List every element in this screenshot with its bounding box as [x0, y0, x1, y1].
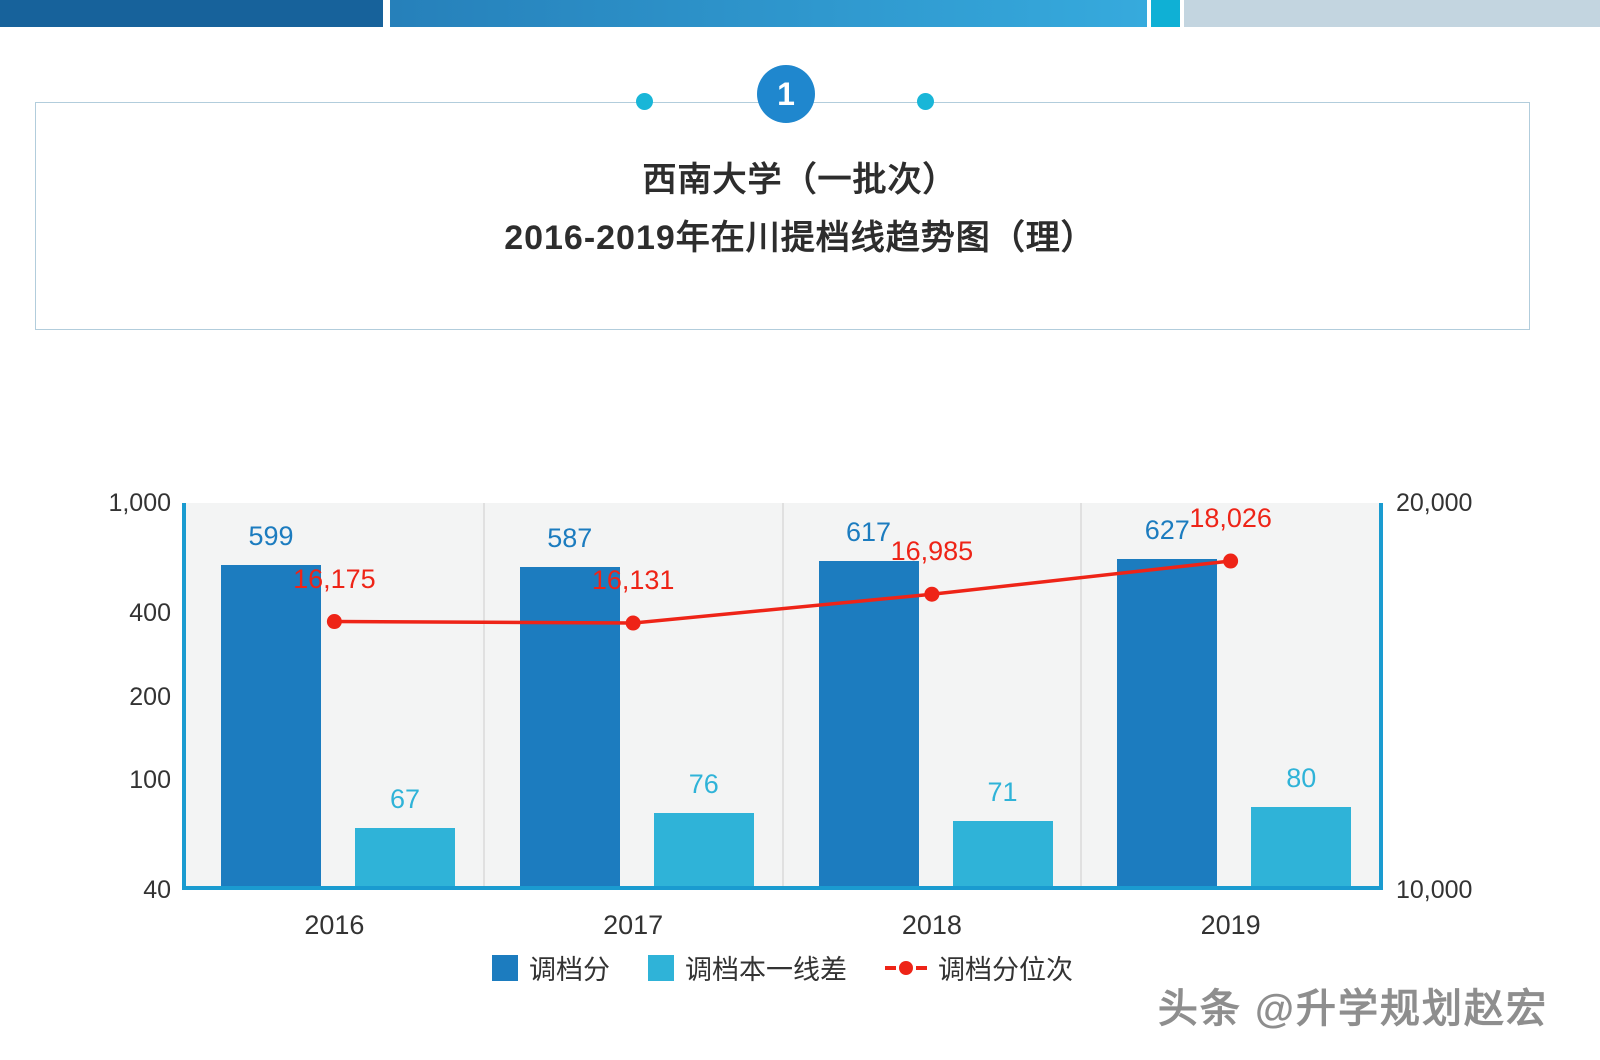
top-banner: [0, 0, 1600, 27]
chart-legend: 调档分 调档本一线差 调档分位次: [185, 948, 1380, 987]
legend-line-dot: [899, 960, 913, 975]
banner-segment-gray: [1184, 0, 1600, 27]
left-axis-tick-label: 1,000: [108, 489, 171, 517]
legend-item: 调档本一线差: [648, 948, 847, 987]
x-axis-label: 2016: [304, 910, 365, 940]
bar-value-label: 71: [987, 777, 1018, 807]
banner-segment-dark-blue: [0, 0, 383, 27]
bar-series-2: [1251, 806, 1352, 887]
left-axis-line: [182, 503, 186, 890]
legend-item: 调档分: [492, 948, 610, 987]
left-axis-tick-label: 100: [129, 765, 171, 794]
left-axis-tick-label: 200: [129, 682, 171, 711]
legend-line-dash: [916, 965, 927, 970]
bar-value-label: 67: [389, 783, 421, 814]
right-axis-line: [1379, 503, 1383, 890]
legend-line-dash: [885, 965, 896, 970]
bar-series-1: [221, 564, 321, 887]
legend-swatch-line-dot: [885, 960, 927, 975]
grid-line: [482, 503, 485, 890]
chart-title-line2: 2016-2019年在川提档线趋势图（理）: [504, 219, 1096, 257]
bar-series-2: [653, 812, 754, 887]
legend-item: 调档分位次: [885, 948, 1073, 987]
bar-series-2: [952, 821, 1053, 887]
bar-value-label: 76: [688, 768, 719, 799]
bar-series-1: [519, 567, 620, 887]
section-number-badge: 1: [757, 65, 815, 123]
bar-series-1: [818, 561, 919, 887]
chart-title-line1: 西南大学（一批次）: [642, 161, 958, 199]
bottom-axis-line: [182, 886, 1383, 890]
right-axis-tick-label: 20,000: [1396, 489, 1473, 517]
x-axis-label: 2018: [901, 910, 962, 940]
bar-value-label: 617: [845, 517, 892, 548]
legend-label: 调档分位次: [938, 955, 1073, 985]
bar-value-label: 587: [547, 523, 593, 554]
bar-series-2: [355, 827, 455, 887]
legend-label: 调档本一线差: [685, 955, 847, 985]
line-value-label: 18,026: [1189, 503, 1272, 534]
line-value-label: 16,131: [591, 565, 675, 596]
decorative-dot-right: [917, 93, 934, 110]
watermark: 头条 @升学规划赵宏: [1157, 987, 1548, 1031]
legend-label: 调档分: [529, 955, 610, 985]
line-value-label: 16,175: [293, 563, 376, 594]
x-axis-label: 2019: [1200, 910, 1261, 940]
banner-segment-blue-gradient: [390, 0, 1147, 27]
right-axis-tick-label: 10,000: [1396, 876, 1473, 904]
bar-value-label: 627: [1144, 515, 1190, 546]
left-axis-tick-label: 40: [143, 876, 171, 904]
bar-value-label: 599: [248, 520, 294, 551]
line-value-label: 16,985: [890, 536, 974, 567]
title-card: [35, 102, 1530, 330]
decorative-dot-left: [636, 93, 653, 110]
grid-line: [1080, 503, 1083, 890]
grid-line: [781, 503, 784, 890]
bar-series-1: [1117, 559, 1218, 887]
legend-swatch-square: [492, 954, 518, 981]
banner-segment-cyan: [1151, 0, 1180, 27]
x-axis-label: 2017: [603, 910, 664, 940]
bar-value-label: 80: [1286, 762, 1317, 793]
legend-swatch-square: [648, 954, 674, 981]
left-axis-tick-label: 400: [129, 599, 171, 628]
